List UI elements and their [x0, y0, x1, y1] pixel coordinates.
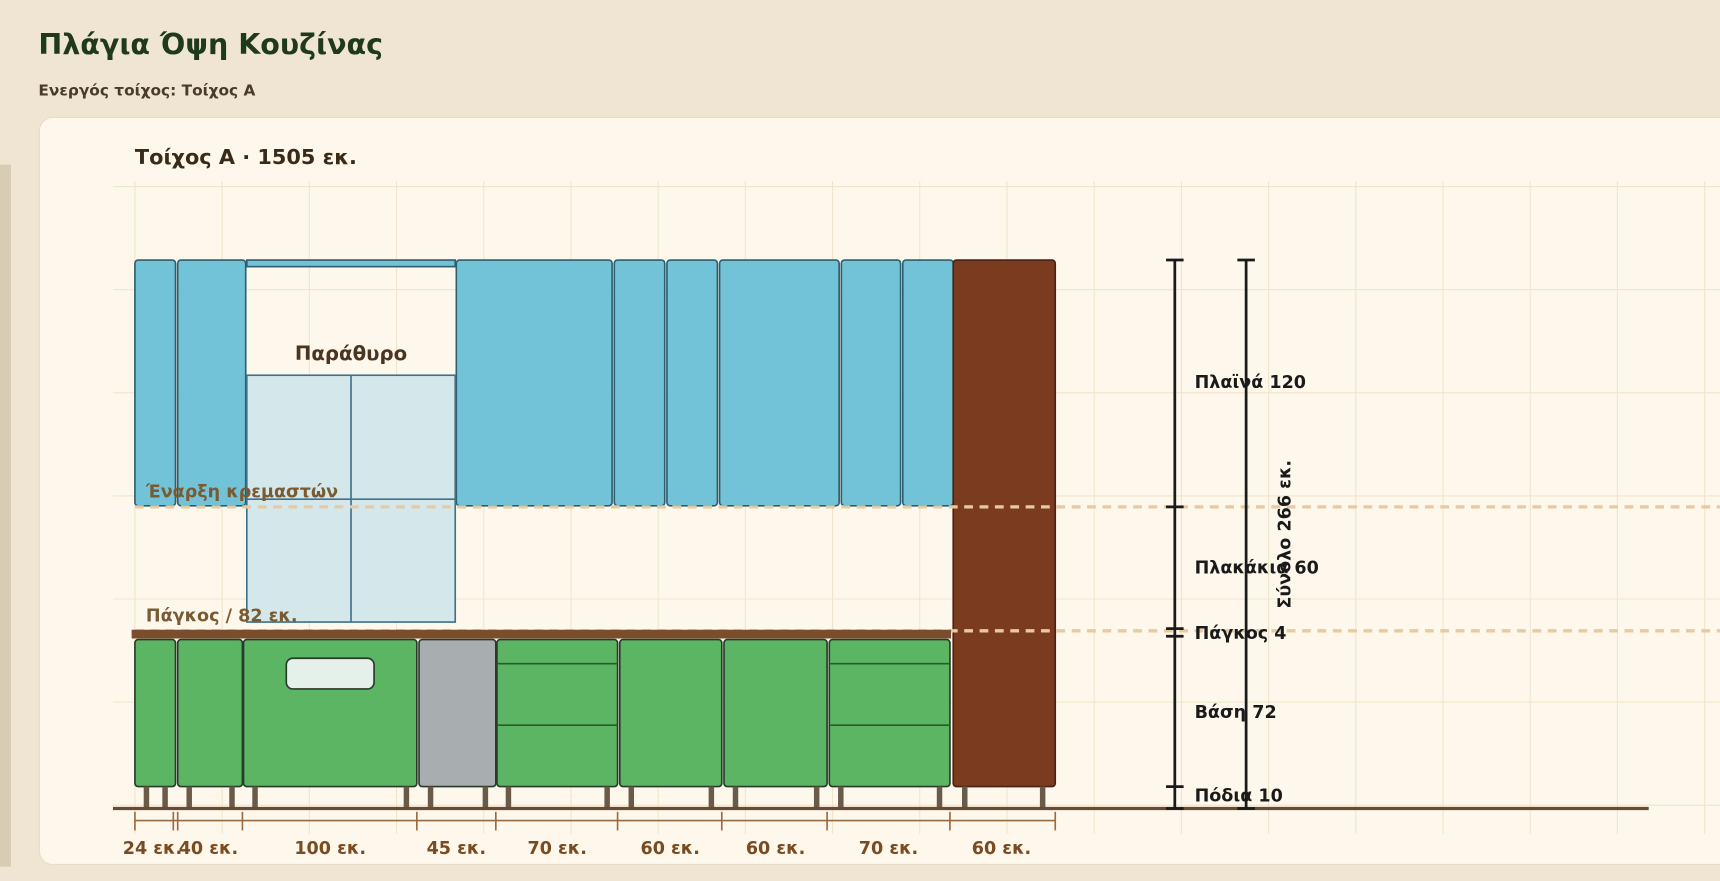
- hanging-label: Έναρξη κρεμαστών: [145, 483, 338, 503]
- upper-cabinet: [455, 259, 613, 507]
- upper-cabinet: [176, 259, 247, 507]
- upper-cabinet: [718, 259, 840, 507]
- upper-cabinet: [901, 259, 955, 507]
- upper-cabinet: [666, 259, 719, 507]
- sink: [285, 657, 375, 690]
- leg: [482, 786, 489, 808]
- leg: [604, 786, 610, 808]
- leg: [186, 786, 192, 808]
- leg: [162, 786, 168, 808]
- side-shadow: [0, 164, 11, 867]
- panel-title: Τοίχος Α · 1505 εκ.: [135, 145, 357, 169]
- width-label: 70 εκ.: [528, 839, 587, 859]
- width-label: 60 εκ.: [972, 839, 1031, 859]
- upper-cabinet: [613, 259, 666, 507]
- leg: [936, 786, 943, 808]
- leg: [403, 786, 410, 808]
- height-label: Πλαϊνά 120: [1195, 373, 1306, 393]
- leg: [229, 786, 235, 808]
- width-label: 40 εκ.: [179, 839, 238, 859]
- height-label: Βάση 72: [1195, 703, 1277, 723]
- tall-unit: [952, 259, 1057, 788]
- base-cabinet: [134, 638, 177, 788]
- upper-cabinet: [134, 259, 177, 507]
- window-top: [245, 259, 457, 268]
- width-label: 70 εκ.: [859, 839, 918, 859]
- countertop: [131, 629, 952, 639]
- base-cabinet: [618, 638, 723, 788]
- leg: [1039, 786, 1046, 808]
- drawing: Παράθυρο Έναρξη κρεμαστών Πάγκος / 82 εκ. 2…: [112, 258, 1720, 859]
- height-label: Πάγκος 4: [1195, 624, 1287, 644]
- counter-label: Πάγκος / 82 εκ.: [146, 607, 298, 627]
- active-wall: Ενεργός τοίχος: Τοίχος Α: [38, 82, 255, 100]
- window-label: Παράθυρο: [295, 342, 407, 365]
- total-label: Σύνολο 266 εκ.: [1276, 460, 1296, 609]
- height-label: Πλακάκια 60: [1195, 558, 1319, 578]
- height-label: Πόδια 10: [1195, 786, 1283, 806]
- width-label: 60 εκ.: [641, 839, 700, 859]
- leg: [813, 786, 820, 808]
- appliance: [418, 638, 497, 788]
- base-cabinet: [723, 638, 828, 788]
- base-cabinet: [176, 638, 244, 788]
- width-label: 45 εκ.: [427, 839, 486, 859]
- leg: [427, 786, 434, 808]
- page-title: Πλάγια Όψη Κουζίνας: [38, 28, 383, 61]
- leg: [708, 786, 715, 808]
- leg: [143, 786, 150, 808]
- leg: [628, 786, 635, 808]
- leg: [252, 786, 258, 808]
- leg: [838, 786, 844, 808]
- upper-cabinet: [840, 259, 902, 507]
- base-cabinet: [828, 638, 951, 788]
- width-label: 60 εκ.: [746, 839, 805, 859]
- leg: [962, 786, 968, 808]
- leg: [732, 786, 739, 808]
- base-cabinet: [496, 638, 619, 788]
- leg: [505, 786, 512, 808]
- width-label: 24 εκ.: [123, 839, 182, 859]
- width-label: 100 εκ.: [294, 839, 366, 859]
